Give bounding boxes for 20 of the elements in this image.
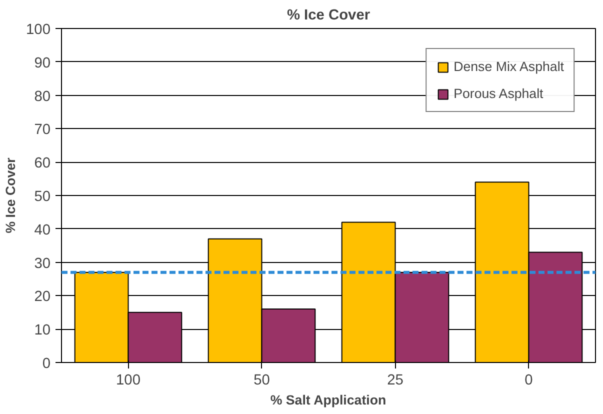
chart-title: % Ice Cover — [286, 8, 370, 24]
x-tick-label: 25 — [387, 372, 404, 388]
x-tick-label: 100 — [116, 372, 140, 388]
y-tick-label: 20 — [34, 289, 51, 306]
y-tick-label: 0 — [42, 356, 51, 372]
y-tick-label: 40 — [34, 222, 51, 238]
y-tick-label: 80 — [34, 88, 51, 105]
legend-label: Porous Asphalt — [454, 86, 544, 101]
y-axis-title: % Ice Cover — [3, 158, 18, 234]
x-tick-label: 0 — [524, 372, 533, 388]
y-tick-label: 100 — [26, 22, 51, 38]
x-axis-title: % Salt Application — [270, 392, 386, 408]
y-tick-label: 90 — [34, 55, 51, 72]
x-tick-label: 50 — [254, 372, 270, 388]
y-tick-label: 50 — [34, 189, 51, 205]
y-tick-label: 10 — [34, 322, 51, 339]
y-tick-label: 30 — [34, 256, 51, 272]
y-tick-label: 60 — [34, 156, 51, 172]
legend-label: Dense Mix Asphalt — [454, 59, 564, 74]
y-tick-label: 70 — [34, 122, 51, 138]
